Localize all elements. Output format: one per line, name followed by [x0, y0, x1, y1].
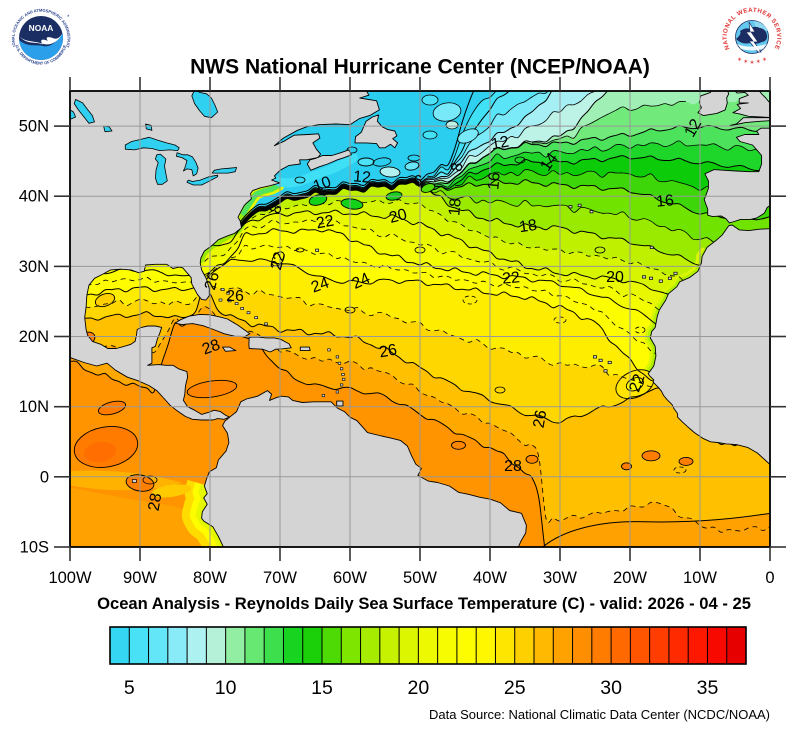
svg-text:18: 18: [518, 217, 538, 236]
svg-text:*: *: [67, 15, 70, 21]
svg-text:✶: ✶: [737, 57, 742, 64]
svg-text:16: 16: [485, 171, 503, 190]
svg-text:30: 30: [600, 677, 622, 699]
svg-text:6: 6: [414, 173, 423, 190]
svg-text:Data Source: National Climatic: Data Source: National Climatic Data Cent…: [429, 707, 770, 722]
svg-text:70W: 70W: [263, 569, 297, 587]
svg-text:90W: 90W: [123, 569, 157, 587]
svg-text:30N: 30N: [19, 258, 49, 276]
svg-text:✶: ✶: [743, 59, 748, 66]
svg-text:50W: 50W: [403, 569, 437, 587]
svg-text:22: 22: [315, 213, 336, 233]
svg-text:12: 12: [490, 134, 511, 154]
svg-text:NWS National Hurricane Center: NWS National Hurricane Center (NCEP/NOAA…: [190, 56, 650, 79]
svg-text:24: 24: [309, 274, 332, 296]
svg-text:10N: 10N: [19, 398, 49, 416]
svg-text:28: 28: [504, 458, 522, 475]
svg-text:35: 35: [697, 677, 719, 699]
svg-text:24: 24: [350, 270, 373, 293]
svg-text:15: 15: [311, 677, 333, 699]
svg-text:40W: 40W: [473, 569, 507, 587]
svg-text:NOAA: NOAA: [29, 23, 54, 33]
svg-text:8: 8: [448, 161, 466, 173]
svg-text:0: 0: [765, 569, 774, 587]
svg-text:10: 10: [311, 173, 334, 195]
svg-text:20: 20: [387, 206, 409, 227]
svg-text:16: 16: [655, 192, 674, 210]
svg-text:26: 26: [378, 342, 399, 362]
svg-text:Ocean Analysis - Reynolds Dail: Ocean Analysis - Reynolds Daily Sea Surf…: [97, 594, 751, 613]
svg-text:✶: ✶: [749, 59, 754, 66]
svg-text:10W: 10W: [683, 569, 717, 587]
svg-text:80W: 80W: [193, 569, 227, 587]
svg-text:18: 18: [446, 197, 464, 216]
svg-text:20: 20: [408, 677, 430, 699]
svg-text:12: 12: [352, 168, 371, 186]
svg-text:60W: 60W: [333, 569, 367, 587]
svg-text:26: 26: [531, 409, 551, 430]
svg-text:22: 22: [626, 372, 648, 395]
svg-text:✶: ✶: [762, 57, 767, 64]
svg-text:26: 26: [202, 270, 223, 292]
svg-text:12: 12: [682, 116, 706, 140]
svg-text:40N: 40N: [19, 188, 49, 206]
svg-text:22: 22: [268, 250, 289, 272]
svg-text:10: 10: [215, 677, 237, 699]
svg-text:20N: 20N: [19, 328, 49, 346]
svg-text:28: 28: [200, 336, 223, 358]
svg-text:✶: ✶: [756, 59, 761, 66]
svg-text:20W: 20W: [613, 569, 647, 587]
svg-text:28: 28: [146, 492, 166, 513]
svg-text:25: 25: [504, 677, 526, 699]
svg-text:0: 0: [40, 468, 49, 486]
svg-text:100W: 100W: [48, 569, 92, 587]
svg-text:26: 26: [226, 288, 244, 305]
svg-text:50N: 50N: [19, 118, 49, 136]
svg-text:5: 5: [124, 677, 135, 699]
svg-text:20: 20: [606, 269, 624, 286]
svg-text:22: 22: [501, 269, 520, 287]
svg-text:10S: 10S: [20, 539, 49, 557]
svg-text:30W: 30W: [543, 569, 577, 587]
